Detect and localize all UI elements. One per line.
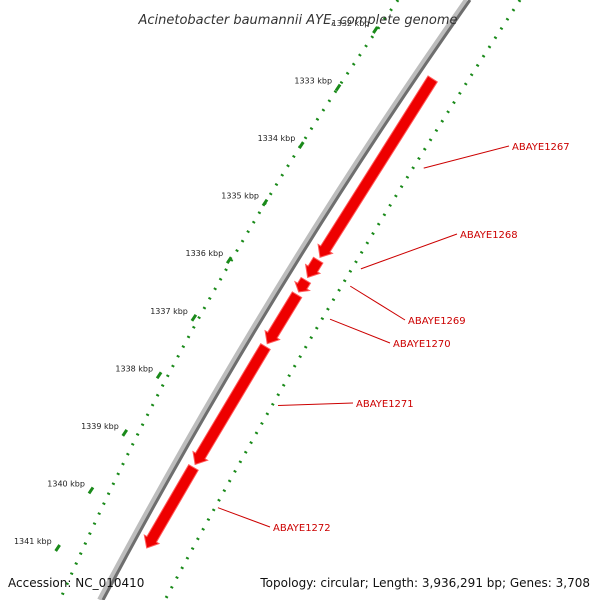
gene-arrow[interactable] bbox=[143, 464, 199, 549]
scale-tick-label: 1339 kbp bbox=[81, 422, 119, 431]
scale-tick-label: 1332 kbp bbox=[332, 19, 370, 28]
scale-tick-label: 1338 kbp bbox=[115, 364, 153, 373]
scale-tick-mark bbox=[121, 429, 129, 437]
scale-tick-label: 1334 kbp bbox=[258, 134, 296, 143]
backbone-inner-line bbox=[101, 0, 472, 600]
scale-tick-label: 1341 kbp bbox=[14, 537, 52, 546]
scale-tick-label: 1340 kbp bbox=[47, 479, 85, 488]
scale-tick-mark bbox=[298, 141, 305, 149]
gene-label[interactable]: ABAYE1267 bbox=[512, 142, 570, 153]
gene-arrow[interactable] bbox=[264, 291, 303, 345]
gene-labels: ABAYE1267 ABAYE1268 ABAYE1269 ABAYE1270 ABAY… bbox=[217, 142, 570, 534]
scale-dot-track bbox=[58, 0, 400, 600]
scale-tick-mark bbox=[190, 313, 198, 322]
gene-track bbox=[143, 75, 438, 549]
gene-label[interactable]: ABAYE1270 bbox=[393, 339, 451, 350]
gene-arrow[interactable] bbox=[304, 256, 324, 279]
scale-tick-mark bbox=[155, 371, 163, 380]
scale-tick-label: 1337 kbp bbox=[150, 307, 188, 316]
scale-tick-mark bbox=[372, 26, 379, 34]
gene-arrow[interactable] bbox=[294, 276, 312, 293]
accession-text: Accession: NC_010410 bbox=[8, 576, 144, 590]
gene-leader-line bbox=[217, 507, 271, 528]
gene-label[interactable]: ABAYE1268 bbox=[460, 230, 518, 241]
scale-ticks: 1332 kbp 1333 kbp 1334 kbp 1335 kbp 1336 kbp… bbox=[14, 19, 379, 552]
gene-label[interactable]: ABAYE1271 bbox=[356, 399, 414, 410]
gene-leader-line bbox=[423, 145, 510, 169]
scale-tick-mark bbox=[54, 544, 61, 552]
scale-tick-mark bbox=[334, 83, 342, 92]
gene-leader-line bbox=[349, 285, 406, 321]
gene-label[interactable]: ABAYE1269 bbox=[408, 316, 466, 327]
gene-label[interactable]: ABAYE1272 bbox=[273, 523, 331, 534]
scale-tick-label: 1335 kbp bbox=[221, 192, 259, 201]
scale-tick-mark bbox=[225, 256, 233, 265]
gene-leader-line bbox=[329, 318, 391, 344]
backbone-outer-line bbox=[97, 0, 470, 600]
scale-tick-label: 1336 kbp bbox=[185, 249, 223, 258]
scale-tick-mark bbox=[261, 198, 269, 207]
inner-dot-track bbox=[163, 0, 522, 600]
scale-tick-mark bbox=[87, 486, 95, 495]
gene-arrow[interactable] bbox=[317, 75, 438, 258]
scale-tick-label: 1333 kbp bbox=[294, 77, 332, 86]
gene-arrow[interactable] bbox=[192, 343, 271, 466]
gene-leader-line bbox=[360, 233, 458, 270]
genome-summary-text: Topology: circular; Length: 3,936,291 bp… bbox=[259, 576, 590, 590]
genome-title: Acinetobacter baumannii AYE, complete ge… bbox=[137, 13, 457, 28]
gene-leader-line bbox=[278, 402, 354, 407]
